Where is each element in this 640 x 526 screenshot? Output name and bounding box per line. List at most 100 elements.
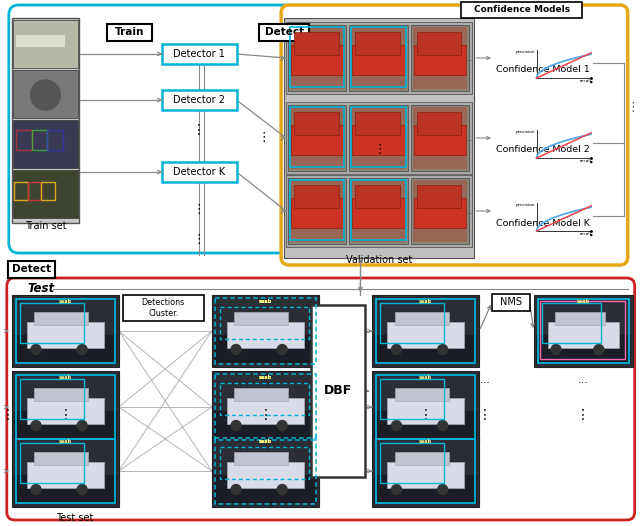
Text: ..: .. [280, 53, 286, 63]
Text: Detector 2: Detector 2 [173, 95, 225, 105]
Bar [123, 295, 204, 321]
Bar [411, 178, 469, 244]
Text: ..: .. [280, 206, 286, 216]
Bar [291, 45, 344, 75]
Circle shape [594, 345, 604, 355]
Text: saab: saab [59, 299, 72, 304]
Bar [395, 312, 449, 325]
Text: ...: ... [467, 133, 476, 143]
Bar [355, 32, 400, 55]
Bar [220, 383, 309, 416]
Bar [16, 439, 115, 503]
Bar [395, 452, 449, 465]
Text: precision: precision [516, 50, 536, 54]
Bar [215, 374, 316, 440]
Bar [212, 295, 319, 367]
Text: ⋮: ⋮ [193, 204, 205, 217]
Bar [374, 335, 477, 363]
Text: ...: ... [578, 375, 589, 385]
Bar [387, 462, 464, 488]
Bar [376, 299, 476, 363]
Bar [395, 388, 449, 401]
Text: saab: saab [259, 299, 272, 304]
Text: recall: recall [579, 159, 591, 163]
Circle shape [551, 345, 561, 355]
Text: ■: ■ [590, 233, 593, 237]
Bar [107, 24, 152, 41]
Text: Detect: Detect [264, 27, 303, 37]
Bar [290, 180, 344, 240]
Text: Detect: Detect [12, 264, 51, 274]
Circle shape [231, 345, 241, 355]
Circle shape [277, 484, 287, 494]
Bar [8, 261, 55, 278]
Bar [288, 105, 346, 171]
Bar [294, 32, 339, 55]
Bar [541, 303, 601, 342]
Bar [291, 198, 344, 228]
Text: Detector K: Detector K [173, 167, 225, 177]
Bar [215, 438, 316, 504]
Text: saab: saab [419, 375, 432, 380]
Bar [380, 303, 444, 342]
Circle shape [438, 345, 447, 355]
Bar [214, 474, 317, 503]
Text: recall: recall [579, 232, 591, 236]
Text: ⋮: ⋮ [1, 408, 15, 422]
Bar [380, 443, 444, 482]
Bar [13, 411, 116, 439]
Bar [259, 24, 309, 41]
Circle shape [438, 421, 447, 431]
Bar [35, 388, 88, 401]
Text: ⋮: ⋮ [478, 408, 492, 422]
Bar [372, 295, 479, 367]
Circle shape [231, 421, 241, 431]
Bar [215, 298, 316, 364]
Bar [12, 18, 79, 223]
Bar [414, 198, 467, 228]
Text: saab: saab [259, 375, 272, 380]
Bar [13, 170, 78, 218]
Bar [13, 70, 78, 118]
Text: precision: precision [516, 203, 536, 207]
Bar [16, 35, 65, 47]
Circle shape [392, 484, 401, 494]
Bar [290, 180, 344, 242]
Circle shape [31, 421, 41, 431]
Bar [227, 462, 304, 488]
Bar [284, 18, 474, 258]
Text: Train set: Train set [24, 221, 67, 231]
Text: ■: ■ [590, 160, 593, 164]
Bar [35, 452, 88, 465]
Circle shape [392, 345, 401, 355]
Text: ⋮: ⋮ [192, 123, 206, 137]
Text: Detector 1: Detector 1 [173, 49, 225, 59]
Bar [220, 447, 309, 479]
Bar [538, 299, 628, 363]
Bar [220, 307, 309, 339]
Bar [294, 185, 339, 208]
Bar [351, 107, 406, 167]
Bar [414, 45, 467, 75]
Circle shape [438, 484, 447, 494]
Circle shape [31, 345, 41, 355]
Circle shape [31, 80, 60, 110]
Text: saab: saab [59, 439, 72, 444]
Circle shape [277, 345, 287, 355]
Text: ⋮: ⋮ [627, 102, 639, 115]
Text: ⋮: ⋮ [419, 408, 433, 422]
Bar [290, 27, 344, 89]
Bar [351, 27, 406, 87]
Bar [27, 398, 104, 423]
Text: recall: recall [579, 79, 591, 83]
Bar [547, 322, 619, 348]
Bar [413, 107, 467, 169]
Bar [31, 130, 47, 150]
Text: Confidence Model K: Confidence Model K [496, 218, 590, 228]
Bar [417, 32, 461, 55]
Bar [13, 20, 78, 68]
Bar [413, 180, 467, 242]
FancyBboxPatch shape [281, 5, 628, 265]
Bar [417, 112, 461, 135]
FancyBboxPatch shape [7, 278, 635, 520]
